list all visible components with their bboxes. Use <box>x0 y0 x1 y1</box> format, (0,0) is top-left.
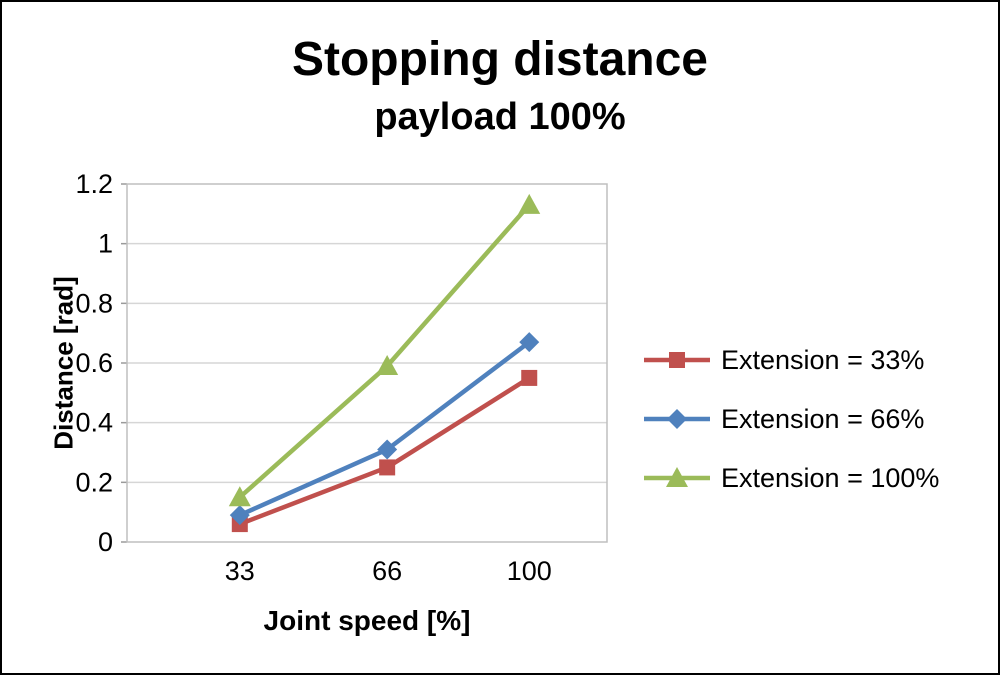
legend-key-triangle-icon <box>644 467 710 487</box>
legend-label: Extension = 100% <box>721 462 940 493</box>
data-point-triangle <box>518 193 541 214</box>
data-point-square <box>379 459 396 476</box>
legend-item: Extension = 100% <box>642 463 939 493</box>
y-tick-label: 0.4 <box>75 408 113 438</box>
legend-item: Extension = 66% <box>642 404 939 434</box>
y-tick-label: 0.6 <box>75 348 113 378</box>
y-tick-label: 0 <box>98 527 113 557</box>
x-tick-label: 66 <box>372 556 402 586</box>
data-point-triangle <box>666 467 688 487</box>
data-point-triangle <box>228 486 251 507</box>
y-tick-label: 1 <box>98 229 113 259</box>
legend-key-square-icon <box>644 352 710 368</box>
data-point-square <box>521 369 538 386</box>
x-tick-label: 100 <box>507 556 552 586</box>
x-axis-title: Joint speed [%] <box>263 605 471 636</box>
x-tick-label: 33 <box>225 556 255 586</box>
chart-legend: Extension = 33% Extension = 66% Extension … <box>642 345 939 493</box>
data-point-diamond <box>519 332 540 353</box>
y-tick-label: 1.2 <box>75 169 113 199</box>
plot-border <box>126 183 608 543</box>
legend-item: Extension = 33% <box>642 345 939 375</box>
legend-label: Extension = 66% <box>721 403 925 434</box>
data-point-diamond <box>229 505 250 526</box>
y-tick-label: 0.8 <box>75 288 113 318</box>
chart-title: Stopping distance <box>291 33 708 86</box>
y-tick-label: 0.2 <box>75 467 113 497</box>
legend-key-diamond-icon <box>644 409 710 429</box>
data-point-square <box>669 352 685 368</box>
data-point-diamond <box>377 439 398 460</box>
data-point-diamond <box>667 409 687 429</box>
chart-subtitle: payload 100% <box>374 96 626 138</box>
legend-label: Extension = 33% <box>721 344 925 375</box>
data-point-triangle <box>376 354 399 375</box>
